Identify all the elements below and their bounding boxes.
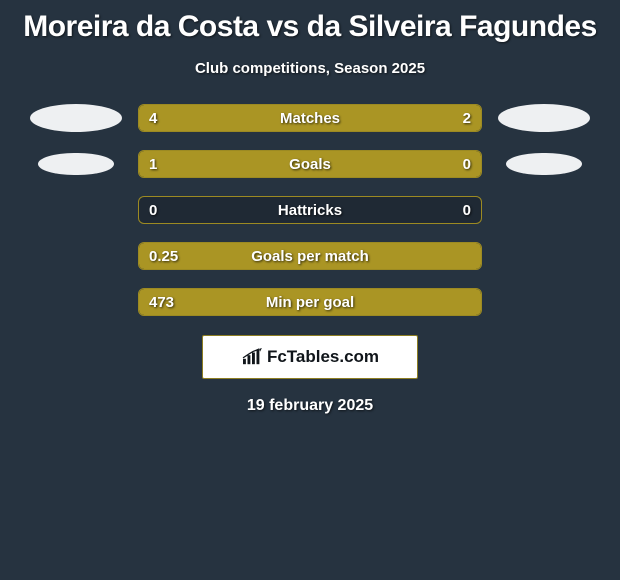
player-right-avatar <box>490 104 598 132</box>
avatar-ellipse <box>498 104 590 132</box>
chart-icon <box>241 348 263 366</box>
stat-rows: 42Matches 10Goals 00Hattricks 0.25Goals per… <box>0 95 620 325</box>
stat-row: 42Matches <box>0 95 620 141</box>
avatar-ellipse <box>30 104 122 132</box>
comparison-card: Moreira da Costa vs da Silveira Fagundes… <box>0 0 620 415</box>
stat-row: 10Goals <box>0 141 620 187</box>
stat-bar: 473Min per goal <box>138 288 482 316</box>
stat-label: Min per goal <box>139 289 481 315</box>
stat-bar: 00Hattricks <box>138 196 482 224</box>
avatar-ellipse <box>506 153 581 176</box>
subtitle: Club competitions, Season 2025 <box>0 60 620 77</box>
stat-bar: 42Matches <box>138 104 482 132</box>
logo-text: FcTables.com <box>267 347 379 367</box>
player-left-avatar <box>22 104 130 132</box>
stat-row: 0.25Goals per match <box>0 233 620 279</box>
page-title: Moreira da Costa vs da Silveira Fagundes <box>0 4 620 46</box>
stat-label: Goals per match <box>139 243 481 269</box>
stat-row: 473Min per goal <box>0 279 620 325</box>
stat-bar: 10Goals <box>138 150 482 178</box>
player-left-avatar <box>22 153 130 176</box>
stat-bar: 0.25Goals per match <box>138 242 482 270</box>
stat-label: Matches <box>139 105 481 131</box>
date-label: 19 february 2025 <box>0 397 620 415</box>
source-logo[interactable]: FcTables.com <box>202 335 418 379</box>
stat-label: Hattricks <box>139 197 481 223</box>
player-right-avatar <box>490 153 598 176</box>
stat-row: 00Hattricks <box>0 187 620 233</box>
stat-label: Goals <box>139 151 481 177</box>
avatar-ellipse <box>38 153 113 176</box>
